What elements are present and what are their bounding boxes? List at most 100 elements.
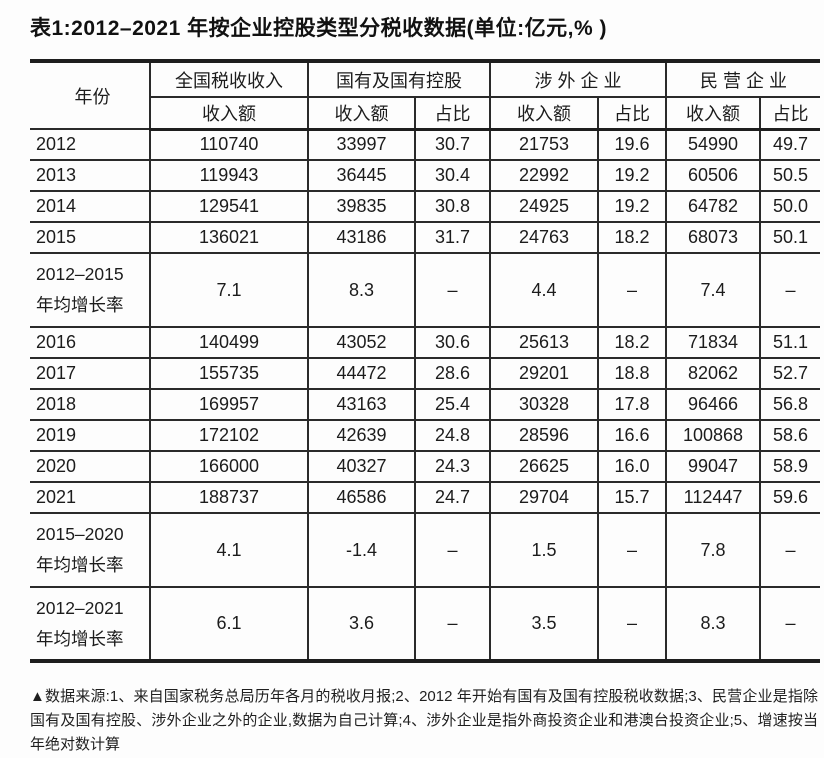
value-cell: 36445 xyxy=(307,159,415,191)
value-cell: 24.3 xyxy=(414,450,490,482)
value-cell: 71834 xyxy=(665,326,761,358)
value-cell: 169957 xyxy=(149,388,308,420)
value-cell: 15.7 xyxy=(596,481,667,513)
tax-revenue-table: 年份 全国税收收入 国有及国有控股 涉 外 企 业 民 营 企 业 收入额 收入… xyxy=(30,59,821,663)
value-cell: 28596 xyxy=(489,419,598,451)
row-label: 2021 xyxy=(30,481,150,513)
value-cell: 17.8 xyxy=(596,388,667,420)
header-state-revenue: 收入额 xyxy=(307,97,415,131)
table-row: 2015 136021 43186 31.7 24763 18.2 68073 50.1 xyxy=(30,221,821,253)
table-row: 2012–2021 年均增长率 6.1 3.6–3.5–8.3– xyxy=(30,586,821,661)
value-cell: 44472 xyxy=(307,357,415,389)
value-cell: 30.8 xyxy=(414,190,490,222)
table-row: 2014 129541 39835 30.8 24925 19.2 64782 50.0 xyxy=(30,190,821,222)
value-cell: 25.4 xyxy=(414,388,490,420)
value-cell: 24763 xyxy=(489,221,598,253)
value-cell: 39835 xyxy=(307,190,415,222)
row-label: 2015 xyxy=(30,221,150,253)
value-cell: 16.6 xyxy=(596,419,667,451)
value-cell: 43052 xyxy=(307,326,415,358)
value-cell: 22992 xyxy=(489,159,598,191)
header-private-share: 占比 xyxy=(759,97,821,131)
header-foreign-revenue: 收入额 xyxy=(489,97,598,131)
row-label: 2012–2021 年均增长率 xyxy=(30,586,150,661)
value-cell: 42639 xyxy=(307,419,415,451)
value-cell: – xyxy=(759,512,821,587)
value-cell: 21753 xyxy=(489,128,598,160)
table-row: 2018 169957 43163 25.4 30328 17.8 96466 56.8 xyxy=(30,388,821,420)
value-cell: 129541 xyxy=(149,190,308,222)
value-cell: – xyxy=(596,252,667,327)
value-cell: 6.1 xyxy=(149,586,308,661)
table-row: 2019 172102 42639 24.8 28596 16.6 100868 58.6 xyxy=(30,419,821,451)
value-cell: 100868 xyxy=(665,419,761,451)
value-cell: 50.1 xyxy=(759,221,821,253)
value-cell: 18.2 xyxy=(596,326,667,358)
value-cell: – xyxy=(414,512,490,587)
value-cell: 19.2 xyxy=(596,159,667,191)
value-cell: 43163 xyxy=(307,388,415,420)
value-cell: 112447 xyxy=(665,481,761,513)
value-cell: 43186 xyxy=(307,221,415,253)
row-label: 2020 xyxy=(30,450,150,482)
value-cell: – xyxy=(596,512,667,587)
value-cell: 40327 xyxy=(307,450,415,482)
header-foreign-share: 占比 xyxy=(596,97,667,131)
value-cell: 30.7 xyxy=(414,128,490,160)
data-source-footnote: ▲数据来源:1、来自国家税务总局历年各月的税收月报;2、2012 年开始有国有及… xyxy=(30,688,818,753)
value-cell: 19.2 xyxy=(596,190,667,222)
row-label: 2014 xyxy=(30,190,150,222)
value-cell: 30328 xyxy=(489,388,598,420)
value-cell: 54990 xyxy=(665,128,761,160)
value-cell: 7.4 xyxy=(665,252,761,327)
value-cell: 68073 xyxy=(665,221,761,253)
row-label: 2015–2020 年均增长率 xyxy=(30,512,150,587)
value-cell: 140499 xyxy=(149,326,308,358)
table-header: 年份 全国税收收入 国有及国有控股 涉 外 企 业 民 营 企 业 收入额 收入… xyxy=(30,61,821,131)
table-row: 2020 166000 40327 24.3 26625 16.0 99047 58.9 xyxy=(30,450,821,482)
header-sub-row: 收入额 收入额 占比 收入额 占比 收入额 占比 xyxy=(30,97,821,131)
value-cell: 24925 xyxy=(489,190,598,222)
row-label: 2019 xyxy=(30,419,150,451)
value-cell: 7.8 xyxy=(665,512,761,587)
header-private-revenue: 收入额 xyxy=(665,97,761,131)
value-cell: -1.4 xyxy=(307,512,415,587)
value-cell: 96466 xyxy=(665,388,761,420)
value-cell: 59.6 xyxy=(759,481,821,513)
value-cell: 4.4 xyxy=(489,252,598,327)
value-cell: – xyxy=(759,252,821,327)
row-label: 2012–2015 年均增长率 xyxy=(30,252,150,327)
value-cell: 82062 xyxy=(665,357,761,389)
table-row: 2016 140499 43052 30.6 25613 18.2 71834 51.1 xyxy=(30,326,821,358)
value-cell: – xyxy=(414,252,490,327)
table-row: 2021 188737 46586 24.7 29704 15.7 112447 59.6 xyxy=(30,481,821,513)
value-cell: 3.5 xyxy=(489,586,598,661)
value-cell: 8.3 xyxy=(307,252,415,327)
value-cell: 29704 xyxy=(489,481,598,513)
value-cell: 26625 xyxy=(489,450,598,482)
value-cell: 58.6 xyxy=(759,419,821,451)
value-cell: 188737 xyxy=(149,481,308,513)
value-cell: 52.7 xyxy=(759,357,821,389)
value-cell: 18.8 xyxy=(596,357,667,389)
header-year: 年份 xyxy=(74,86,111,107)
value-cell: 119943 xyxy=(149,159,308,191)
table-row: 2013 119943 36445 30.4 22992 19.2 60506 50.5 xyxy=(30,159,821,191)
header-group-private: 民 营 企 业 xyxy=(665,61,821,98)
table-body: 2012 110740 33997 30.7 21753 19.6 54990 49.7 201… xyxy=(30,128,821,661)
value-cell: 33997 xyxy=(307,128,415,160)
table-row: 2012–2015 年均增长率 7.1 8.3–4.4–7.4– xyxy=(30,252,821,327)
value-cell: 155735 xyxy=(149,357,308,389)
value-cell: 64782 xyxy=(665,190,761,222)
value-cell: 16.0 xyxy=(596,450,667,482)
value-cell: – xyxy=(414,586,490,661)
row-label: 2017 xyxy=(30,357,150,389)
header-national-revenue: 收入额 xyxy=(149,97,308,131)
value-cell: 31.7 xyxy=(414,221,490,253)
header-group-foreign: 涉 外 企 业 xyxy=(488,61,667,98)
value-cell: 7.1 xyxy=(149,252,308,327)
value-cell: 19.6 xyxy=(596,128,667,160)
header-group-row: 年份 全国税收收入 国有及国有控股 涉 外 企 业 民 营 企 业 xyxy=(30,61,821,107)
row-label: 2018 xyxy=(30,388,150,420)
